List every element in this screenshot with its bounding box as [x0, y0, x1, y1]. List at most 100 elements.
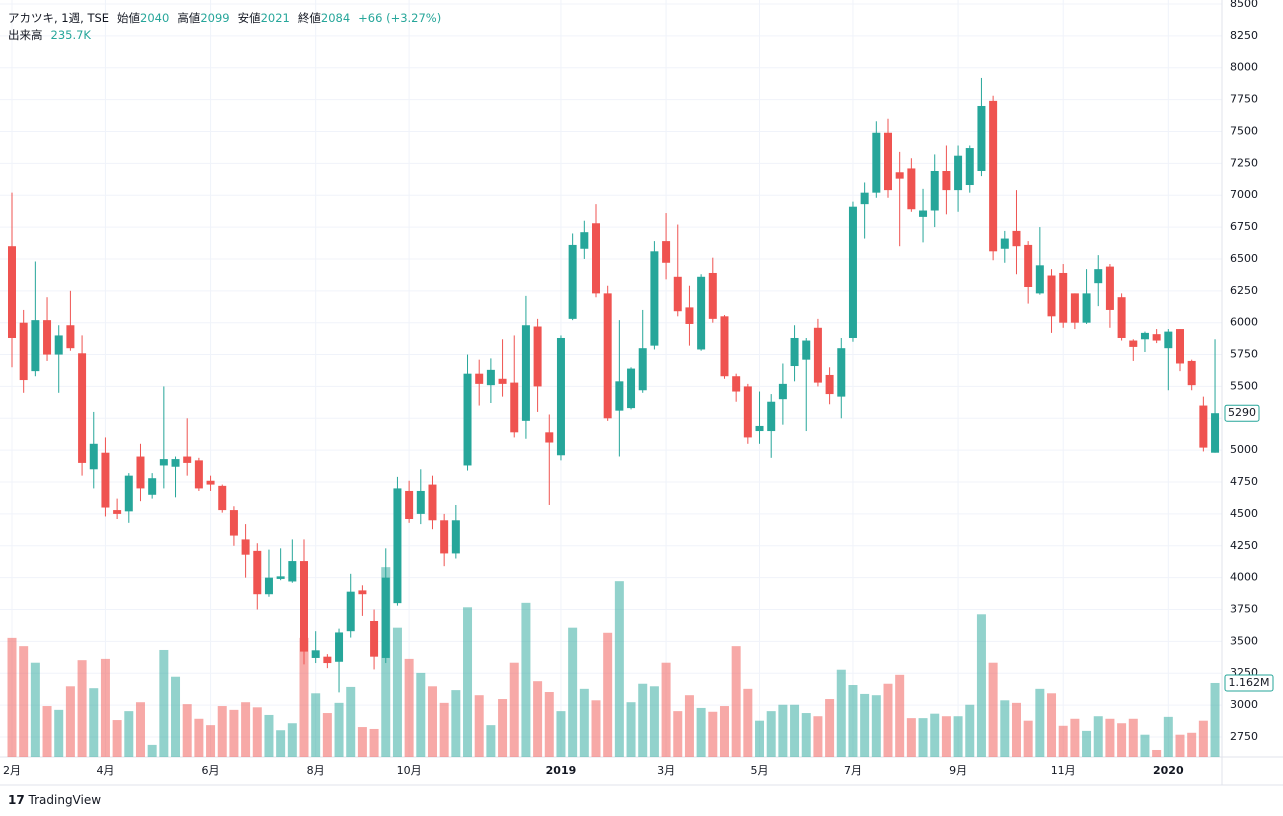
volume-bar [54, 709, 64, 757]
volume-bar [825, 699, 835, 757]
volume-bar [941, 716, 951, 757]
volume-bar [206, 725, 216, 757]
candle-body [358, 590, 367, 595]
y-tick-label: 4250 [1230, 539, 1258, 552]
volume-bar [626, 702, 636, 757]
candle-body [8, 246, 16, 338]
y-tick-label: 5500 [1230, 379, 1258, 392]
volume-bar [579, 688, 589, 757]
candle-body [335, 632, 344, 662]
candle-body [650, 251, 659, 346]
candle-body [171, 459, 180, 467]
y-tick-label: 7000 [1230, 188, 1258, 201]
y-tick-label: 3500 [1230, 634, 1258, 647]
volume-bar [276, 730, 286, 757]
volume-bar [1035, 688, 1045, 757]
field-value: 2099 [200, 11, 230, 25]
volume-bar [427, 686, 437, 757]
candle-body [218, 485, 227, 511]
volume-bar [241, 702, 251, 757]
volume-bar [918, 718, 928, 757]
candle-body [778, 383, 787, 400]
volume-bar [299, 637, 309, 757]
candle-body [977, 105, 986, 171]
candle-body [942, 170, 951, 191]
volume-bar [404, 658, 414, 757]
candle-body [802, 340, 811, 360]
volume-bar [369, 728, 379, 757]
candle-body [31, 320, 40, 372]
candle-body [323, 656, 332, 664]
y-tick-label: 3000 [1230, 698, 1258, 711]
x-tick-label: 3月 [657, 764, 675, 777]
brand-name: TradingView [28, 793, 102, 807]
candle-body [405, 490, 414, 520]
candle-body [1187, 360, 1196, 386]
volume-bar [346, 686, 356, 757]
volume-bar [19, 646, 29, 757]
candle-body [592, 223, 600, 294]
candle-body [66, 325, 75, 349]
volume-bar [100, 658, 110, 757]
candle-body [813, 327, 822, 383]
brand: 17 TradingView [8, 793, 101, 807]
candle-body [1035, 265, 1044, 294]
volume-bar [988, 662, 998, 757]
candle-body [615, 381, 624, 411]
volume-bar [930, 713, 940, 757]
candle-body [872, 132, 881, 193]
volume-bar [708, 711, 718, 757]
candle-body [43, 320, 52, 355]
volume-bar [766, 711, 776, 757]
volume-bar [953, 716, 963, 757]
volume-bar [1175, 734, 1185, 757]
candle-body [1152, 334, 1161, 341]
candle-body [241, 539, 250, 555]
field-label: 安値 [237, 11, 261, 25]
candle-body [732, 376, 741, 392]
volume-bar [778, 704, 788, 757]
candle-body [370, 620, 379, 657]
candle-body [300, 561, 308, 652]
field-value: 2084 [320, 11, 351, 25]
y-tick-label: 6500 [1230, 252, 1258, 265]
candle-body [965, 148, 974, 186]
candle-body [463, 373, 472, 466]
volume-bar [1117, 723, 1127, 757]
volume-bar [1105, 718, 1115, 757]
volume-bar [65, 686, 75, 757]
candle-body [533, 326, 542, 387]
candle-body [1176, 329, 1184, 364]
candle-body [1105, 266, 1114, 310]
y-tick-label: 5000 [1230, 443, 1258, 456]
volume-bar [1082, 730, 1092, 757]
x-tick-label: 6月 [202, 764, 220, 777]
y-tick-label: 7250 [1230, 156, 1258, 169]
volume-bar [649, 686, 659, 757]
candle-body [89, 443, 98, 470]
y-tick-label: 8500 [1230, 0, 1258, 10]
field-value: 2040 [140, 11, 170, 25]
candle-body [954, 155, 963, 191]
candle-body [989, 100, 998, 252]
candle-body [136, 456, 145, 489]
volume-bar [836, 669, 846, 757]
volume-bar [463, 607, 473, 757]
x-tick-label: 7月 [844, 764, 862, 777]
last-volume-box [1224, 674, 1274, 692]
candle-body [603, 293, 612, 419]
volume-bar [743, 688, 753, 757]
volume-bar [860, 693, 870, 757]
volume-bar [42, 706, 52, 757]
volume-bar [871, 695, 881, 757]
candle-body [860, 192, 869, 205]
volume-bar [1047, 693, 1057, 757]
candle-body [685, 307, 694, 324]
candle-body [229, 510, 238, 536]
candle-body [697, 276, 706, 350]
candle-body [545, 432, 554, 443]
volume-bar [638, 683, 648, 757]
volume-bar [451, 690, 461, 757]
candle-body [381, 577, 390, 658]
